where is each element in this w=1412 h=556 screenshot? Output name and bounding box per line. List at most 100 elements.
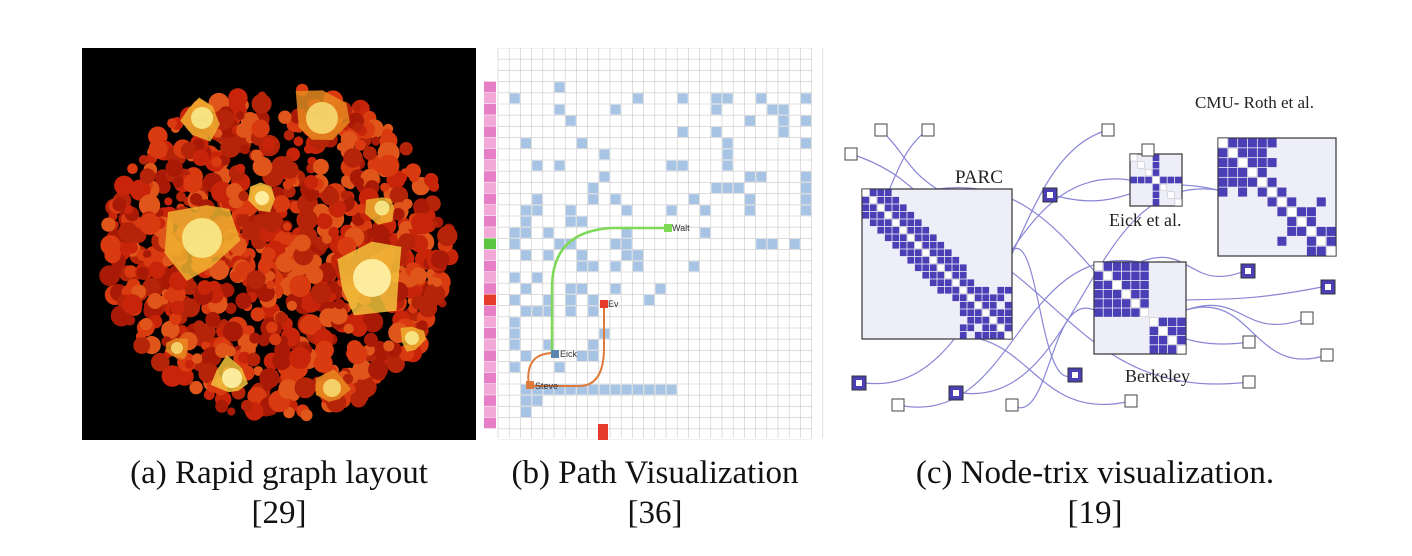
matrix-cell bbox=[982, 331, 990, 339]
matrix-cell bbox=[907, 249, 915, 257]
matrix-cell bbox=[621, 227, 632, 238]
mini-matrix-cell bbox=[953, 390, 959, 396]
matrix-cell bbox=[982, 286, 990, 294]
matrix-cell bbox=[1306, 226, 1317, 237]
matrix-cell bbox=[1257, 177, 1267, 187]
matrix-cell bbox=[565, 115, 576, 126]
graph-node-blob bbox=[236, 122, 252, 138]
matrix-cell bbox=[521, 138, 531, 149]
matrix-cell bbox=[914, 256, 922, 264]
matrix-cell bbox=[1004, 324, 1012, 332]
matrix-cell bbox=[801, 205, 811, 216]
matrix-cell bbox=[532, 306, 543, 317]
graph-node-blob bbox=[418, 298, 438, 318]
graph-node-blob bbox=[303, 144, 314, 154]
caption-c-ref: [19] bbox=[1067, 495, 1123, 531]
matrix-cell bbox=[1004, 286, 1012, 294]
matrix-cell bbox=[778, 127, 789, 137]
graph-node-blob bbox=[271, 156, 293, 178]
graph-node-blob bbox=[240, 213, 250, 223]
matrix-cell bbox=[869, 204, 877, 212]
parc-matrix bbox=[861, 188, 1013, 340]
graph-node-blob bbox=[225, 302, 237, 314]
row-color-strip bbox=[484, 361, 496, 373]
graph-node-blob bbox=[169, 312, 182, 325]
single-node bbox=[1300, 311, 1314, 325]
graph-node-blob bbox=[315, 340, 334, 360]
graph-node-blob bbox=[289, 275, 312, 298]
row-color-strip bbox=[484, 328, 496, 339]
row-color-strip bbox=[484, 417, 496, 429]
matrix-cell bbox=[801, 171, 811, 182]
graph-node-blob bbox=[143, 249, 152, 259]
graph-node-blob bbox=[252, 156, 273, 177]
matrix-cell bbox=[509, 93, 520, 104]
matrix-cell bbox=[565, 295, 576, 305]
nodetrix-edge bbox=[1011, 247, 1075, 377]
nodetrix-edge bbox=[1139, 256, 1248, 277]
matrix-cell bbox=[1103, 290, 1112, 299]
matrix-cell bbox=[914, 249, 922, 257]
matrix-cell bbox=[929, 271, 937, 279]
matrix-cell bbox=[884, 211, 892, 219]
matrix-cell bbox=[1218, 138, 1228, 148]
mini-matrix-cell bbox=[1072, 372, 1078, 378]
graph-node-blob bbox=[288, 346, 311, 369]
graph-node-blob bbox=[205, 311, 221, 328]
matrix-cell bbox=[914, 219, 922, 227]
graph-node-blob bbox=[265, 271, 275, 281]
graph-node-blob bbox=[139, 168, 156, 184]
graph-node-blob bbox=[300, 409, 313, 422]
row-color-strip bbox=[484, 104, 496, 115]
graph-node-blob bbox=[275, 311, 288, 324]
matrix-cell bbox=[989, 301, 997, 309]
matrix-cell bbox=[633, 93, 643, 104]
matrix-cell bbox=[1140, 280, 1149, 290]
row-color-strip bbox=[484, 160, 496, 171]
matrix-cell bbox=[967, 309, 975, 317]
matrix-cell bbox=[989, 324, 997, 332]
graph-node-blob bbox=[192, 149, 209, 166]
matrix-cell bbox=[599, 384, 610, 395]
matrix-cell bbox=[1277, 187, 1287, 197]
row-color-strip bbox=[484, 294, 496, 306]
cmu-matrix bbox=[1217, 137, 1337, 257]
mini-matrix-cell bbox=[1047, 192, 1053, 198]
column-highlight-marker bbox=[598, 424, 608, 440]
matrix-cell bbox=[884, 219, 892, 227]
matrix-cell bbox=[1159, 183, 1167, 191]
graph-node-blob bbox=[139, 318, 153, 331]
matrix-cell bbox=[937, 249, 945, 257]
matrix-cell bbox=[1145, 169, 1153, 177]
matrix-cell bbox=[997, 309, 1005, 317]
matrix-cell bbox=[1131, 298, 1140, 308]
matrix-cell bbox=[1238, 148, 1248, 158]
graph-node-blob bbox=[286, 300, 297, 311]
matrix-cell bbox=[1238, 187, 1248, 197]
matrix-cell bbox=[577, 351, 587, 361]
matrix-cell bbox=[521, 384, 531, 395]
matrix-cell bbox=[577, 261, 587, 272]
matrix-cell bbox=[565, 283, 576, 294]
matrix-cell bbox=[1152, 161, 1160, 169]
graph-node-blob bbox=[161, 365, 184, 387]
matrix-cell bbox=[922, 241, 930, 249]
matrix-cell bbox=[892, 234, 900, 242]
matrix-cell bbox=[937, 256, 945, 264]
graph-node-blob bbox=[211, 181, 233, 203]
row-color-strip bbox=[484, 350, 496, 362]
matrix-cell bbox=[722, 183, 733, 193]
graph-node-blob bbox=[352, 359, 373, 380]
matrix-cell bbox=[565, 216, 576, 227]
matrix-cell bbox=[952, 279, 960, 287]
matrix-cell bbox=[982, 316, 990, 324]
graph-node-blob bbox=[151, 352, 170, 372]
graph-node-blob bbox=[381, 128, 393, 140]
graph-node-blob bbox=[241, 399, 253, 412]
graph-node-blob bbox=[356, 203, 367, 214]
matrix-cell bbox=[982, 294, 990, 302]
matrix-cell bbox=[892, 241, 900, 249]
path-visualization-matrix: Walt Eick Steve Ev bbox=[484, 47, 826, 441]
graph-node-blob bbox=[340, 190, 351, 200]
matrix-cell bbox=[1152, 154, 1160, 162]
